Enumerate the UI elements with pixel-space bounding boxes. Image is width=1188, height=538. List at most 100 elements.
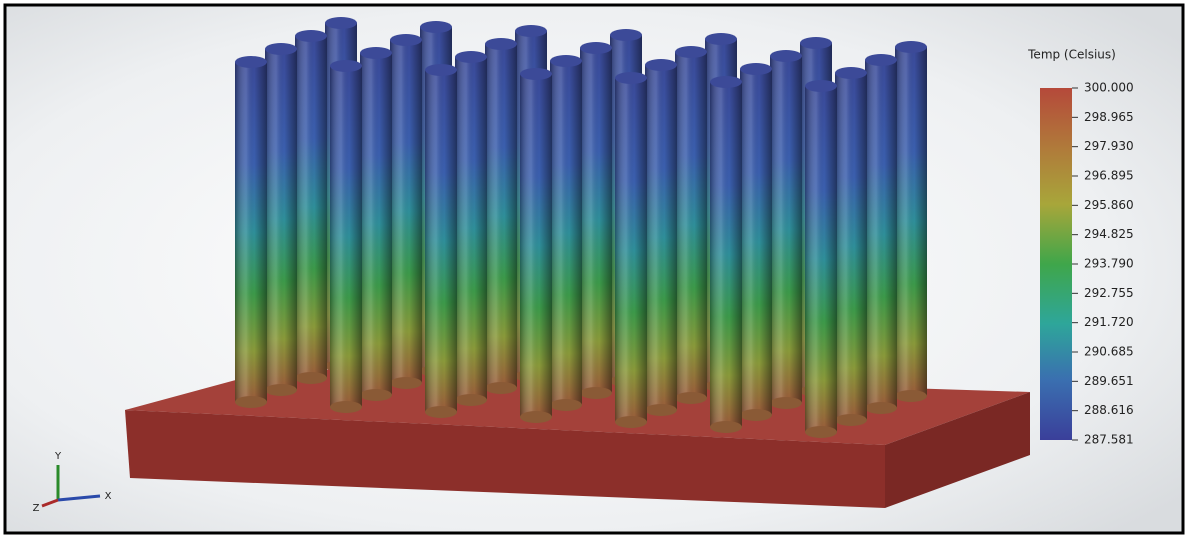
pin <box>580 42 612 399</box>
pin <box>295 30 327 384</box>
pin <box>895 41 927 402</box>
pin-shade <box>895 47 927 396</box>
legend-ticks: 300.000 298.965 297.930 296.895 295.860 294.8… <box>1072 81 1134 447</box>
pin-cap <box>800 37 832 49</box>
pin <box>675 46 707 404</box>
pin-shade <box>865 60 897 408</box>
pin-cap <box>295 30 327 42</box>
pin-shade <box>550 61 582 405</box>
pin-bottom <box>710 421 742 433</box>
pin-bottom <box>485 382 517 394</box>
pin-shade <box>580 48 612 393</box>
pin-shade <box>835 73 867 420</box>
pin-cap <box>675 46 707 58</box>
pin-bottom <box>835 414 867 426</box>
pin-cap <box>360 47 392 59</box>
pin-bottom <box>425 406 457 418</box>
pin-cap <box>705 33 737 45</box>
pin-shade <box>455 57 487 400</box>
legend-tick-label: 296.895 <box>1084 169 1134 183</box>
pin-cap <box>390 34 422 46</box>
pin-shade <box>425 70 457 412</box>
legend-tick-label: 300.000 <box>1084 81 1134 95</box>
pin-cap <box>420 21 452 33</box>
pin <box>645 59 677 416</box>
pin-bottom <box>805 426 837 438</box>
pin-bottom <box>580 387 612 399</box>
pin-bottom <box>295 372 327 384</box>
pin <box>740 63 772 421</box>
pin-bottom <box>390 377 422 389</box>
pin-shade <box>675 52 707 398</box>
base-front <box>125 410 885 508</box>
pins <box>235 17 927 438</box>
pin-shade <box>330 66 362 407</box>
pin-bottom <box>865 402 897 414</box>
pin-cap <box>425 64 457 76</box>
pin <box>455 51 487 406</box>
pin-shade <box>615 78 647 422</box>
pin-cap <box>710 76 742 88</box>
pin-bottom <box>235 396 267 408</box>
pin-shade <box>485 44 517 388</box>
pin <box>425 64 457 418</box>
pin-shade <box>295 36 327 378</box>
legend-title: Temp (Celsius) <box>1027 48 1116 62</box>
pin-bottom <box>615 416 647 428</box>
pin-shade <box>235 62 267 402</box>
legend-tick-label: 290.685 <box>1084 345 1134 359</box>
pin-shade <box>805 86 837 432</box>
pin-cap <box>550 55 582 67</box>
pin-cap <box>610 29 642 41</box>
pin-shade <box>710 82 742 427</box>
pin <box>330 60 362 413</box>
pin-bottom <box>770 397 802 409</box>
pin-bottom <box>330 401 362 413</box>
pin-cap <box>330 60 362 72</box>
pin <box>550 55 582 411</box>
pin-cap <box>235 56 267 68</box>
pin-shade <box>390 40 422 383</box>
x-axis-label: X <box>105 491 112 502</box>
pin-cap <box>485 38 517 50</box>
pin-cap <box>265 43 297 55</box>
pin <box>615 72 647 428</box>
legend-tick-label: 294.825 <box>1084 227 1134 241</box>
pin <box>805 80 837 438</box>
pin-bottom <box>520 411 552 423</box>
pin-cap <box>805 80 837 92</box>
axis-triad: Y X Z <box>33 451 112 514</box>
pin-shade <box>265 49 297 390</box>
pin-cap <box>325 17 357 29</box>
pin-bottom <box>645 404 677 416</box>
pin-shade <box>520 74 552 417</box>
pin-shade <box>645 65 677 410</box>
z-axis-arrow <box>41 498 59 508</box>
legend-tick-label: 293.790 <box>1084 257 1134 271</box>
pin <box>265 43 297 396</box>
pin <box>865 54 897 414</box>
pin <box>710 76 742 433</box>
z-axis-label: Z <box>33 503 40 514</box>
pin-bottom <box>895 390 927 402</box>
pin-bottom <box>740 409 772 421</box>
legend-tick-label: 291.720 <box>1084 315 1134 329</box>
y-axis-label: Y <box>54 451 62 462</box>
pin-bottom <box>360 389 392 401</box>
pin <box>390 34 422 389</box>
pin <box>485 38 517 394</box>
pin-bottom <box>265 384 297 396</box>
pin <box>835 67 867 426</box>
pin-cap <box>615 72 647 84</box>
pin-cap <box>835 67 867 79</box>
pin-cap <box>455 51 487 63</box>
pin-bottom <box>675 392 707 404</box>
x-axis-arrow <box>57 494 101 502</box>
legend-tick-label: 289.651 <box>1084 374 1134 388</box>
pin-cap <box>770 50 802 62</box>
pin-cap <box>865 54 897 66</box>
pin-bottom <box>455 394 487 406</box>
pin-cap <box>645 59 677 71</box>
